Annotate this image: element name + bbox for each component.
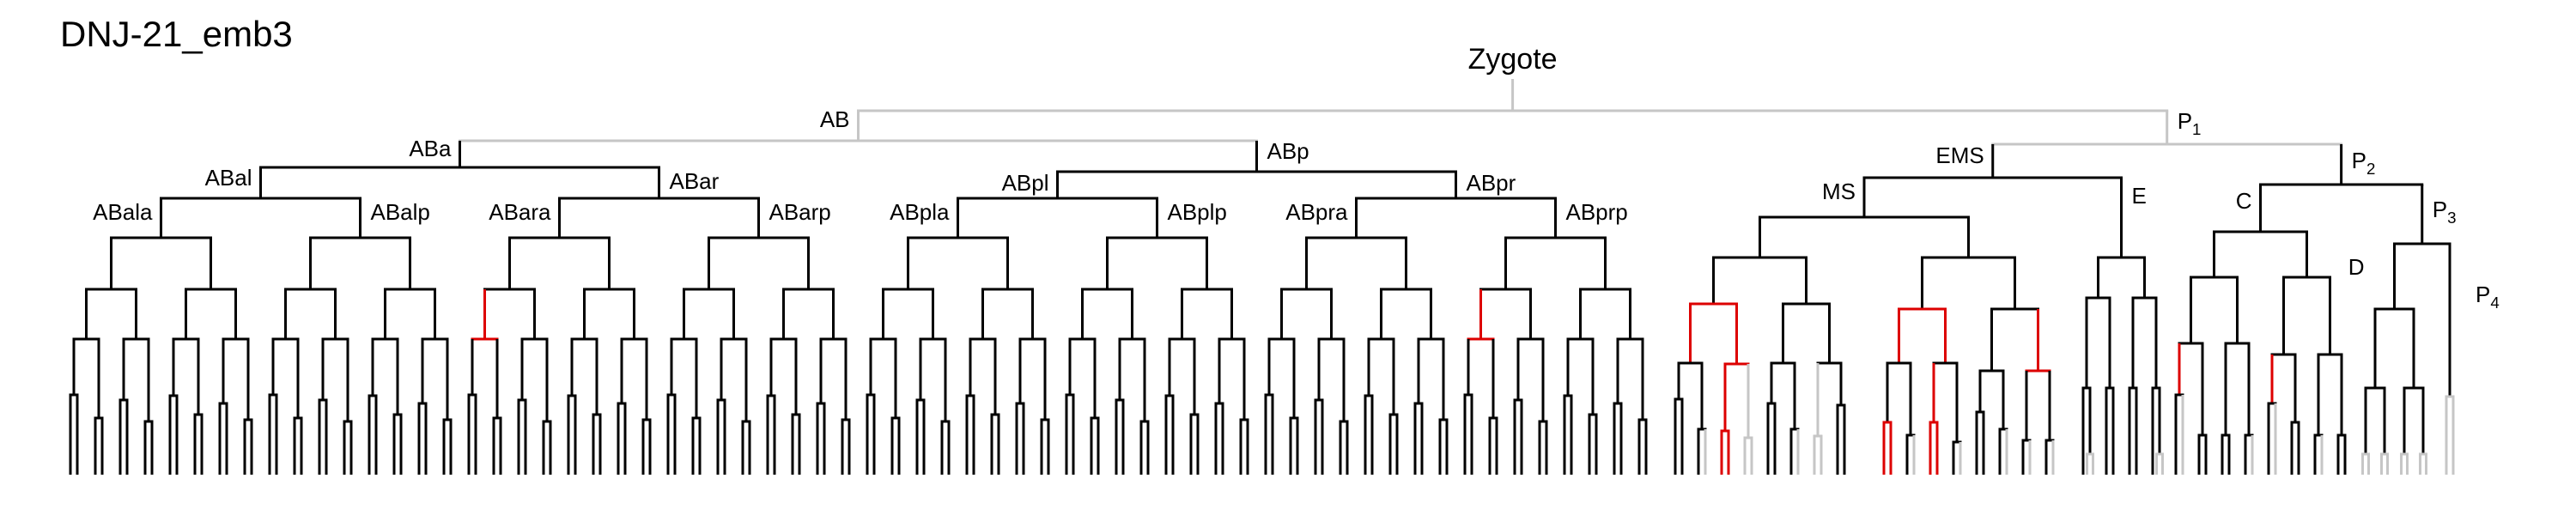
label-ABala: ABala <box>93 199 153 225</box>
label-E: E <box>2132 183 2147 209</box>
label-EMS: EMS <box>1935 142 1984 168</box>
label-MS: MS <box>1822 179 1856 204</box>
label-ABpl: ABpl <box>1002 170 1049 196</box>
label-C: C <box>2236 188 2252 214</box>
figure-title: DNJ-21_emb3 <box>60 14 293 54</box>
label-P2: P2 <box>2352 148 2376 178</box>
label-P1: P1 <box>2178 108 2202 138</box>
label-ABpra: ABpra <box>1285 199 1348 225</box>
label-ABar: ABar <box>670 168 720 194</box>
label-P4: P4 <box>2476 282 2500 312</box>
label-ABpr: ABpr <box>1467 170 1516 196</box>
label-AB: AB <box>820 106 850 132</box>
label-P3: P3 <box>2433 197 2457 227</box>
label-D: D <box>2348 254 2365 280</box>
label-ABprp: ABprp <box>1566 199 1628 225</box>
label-ABplp: ABplp <box>1168 199 1227 225</box>
label-ABp: ABp <box>1267 138 1309 164</box>
label-ABalp: ABalp <box>371 199 430 225</box>
label-ABara: ABara <box>489 199 551 225</box>
label-ABarp: ABarp <box>769 199 831 225</box>
label-Zygote: Zygote <box>1468 43 1558 76</box>
label-ABpla: ABpla <box>890 199 950 225</box>
label-ABa: ABa <box>409 136 452 161</box>
label-ABal: ABal <box>205 165 252 191</box>
